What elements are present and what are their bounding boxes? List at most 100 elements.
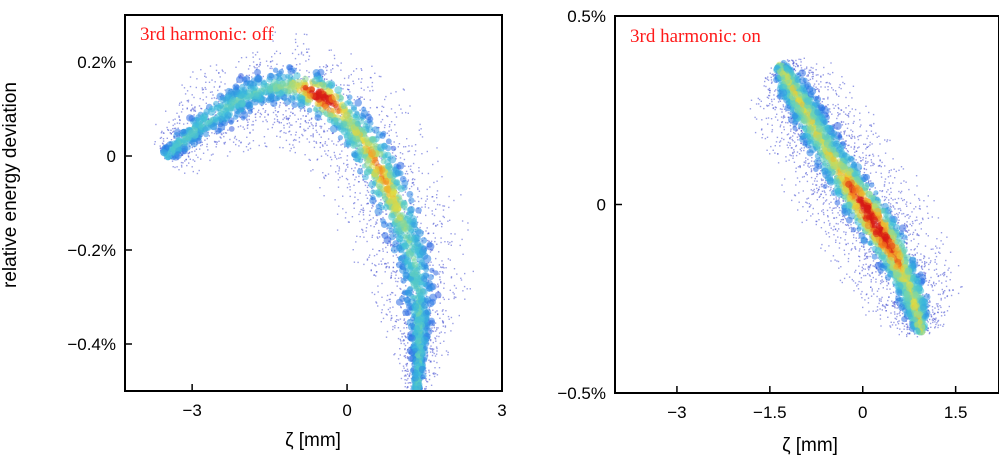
scatter-dot [436,190,439,192]
scatter-dot [387,262,389,264]
scatter-dot [905,181,907,183]
scatter-dot [371,207,373,209]
scatter-dot [928,332,931,335]
scatter-dot [773,94,775,96]
scatter-dot [810,71,812,73]
density-blob [222,107,230,115]
scatter-dot [425,377,427,380]
scatter-dot [389,242,392,244]
scatter-dot [181,166,183,168]
scatter-dot [884,139,886,141]
scatter-dot [265,103,267,105]
scatter-dot [246,127,249,129]
scatter-dot [857,161,859,164]
scatter-dot [282,65,284,67]
scatter-dot [215,146,217,148]
scatter-dot [302,43,305,45]
scatter-dot [827,220,830,222]
scatter-dot [400,377,403,380]
scatter-dot [312,169,314,171]
scatter-dot [824,86,826,88]
scatter-dot [215,114,217,116]
scatter-dot [396,135,398,137]
scatter-dot [312,105,314,107]
scatter-dot [404,355,406,357]
scatter-dot [322,66,325,68]
scatter-dot [939,324,942,326]
scatter-dot [789,124,792,127]
scatter-dot [425,230,427,232]
scatter-dot [397,327,400,329]
scatter-dot [410,185,413,188]
scatter-dot [867,161,869,163]
scatter-dot [923,271,925,274]
scatter-dot [822,211,825,214]
scatter-dot [838,247,841,249]
scatter-dot [374,264,376,266]
density-blob [412,261,419,268]
scatter-dot [362,209,364,211]
density-blob [407,205,415,214]
scatter-dot [166,143,168,145]
scatter-dot [437,327,439,329]
scatter-dot [432,196,434,198]
density-blob [218,103,224,109]
scatter-dot [900,190,903,193]
scatter-dot [277,111,280,113]
scatter-dot [320,127,322,129]
scatter-dot [295,64,298,66]
scatter-dot [282,147,284,149]
scatter-dot [923,200,925,202]
scatter-dot [443,298,445,301]
scatter-dot [347,166,349,168]
scatter-dot [249,132,251,134]
scatter-dot [252,52,254,54]
scatter-dot [392,325,394,328]
scatter-dot [899,207,901,210]
density-blob [392,240,400,248]
scatter-dot [936,247,938,249]
scatter-dot [277,111,279,113]
scatter-dot [773,98,775,100]
scatter-dot [385,263,387,265]
scatter-dot [827,96,829,99]
scatter-dot [440,266,442,268]
scatter-dot [435,353,438,355]
scatter-dot [842,222,844,224]
scatter-dot [859,119,861,121]
density-blob [368,149,376,158]
scatter-dot [848,144,850,146]
scatter-dot [337,65,339,67]
scatter-dot [884,181,886,183]
scatter-dot [262,120,264,123]
scatter-dot [202,92,204,94]
scatter-dot [410,165,412,167]
density-blob [252,85,258,91]
scatter-dot [368,256,370,258]
scatter-dot [252,124,255,126]
scatter-dot [900,166,903,168]
scatter-dot [390,276,392,278]
density-blob [333,100,340,107]
scatter-dot [438,335,440,338]
scatter-dot [870,159,872,161]
scatter-dot [880,172,882,175]
scatter-dot [888,171,890,174]
density-blob [363,168,372,176]
scatter-dot [869,248,871,250]
scatter-dot [363,236,365,238]
scatter-dot [845,96,847,99]
scatter-dot [859,157,862,159]
scatter-dot [288,143,291,146]
scatter-dot [200,69,202,71]
scatter-dot [781,121,784,123]
density-blob [166,141,173,148]
scatter-dot [366,203,368,205]
scatter-dot [882,304,884,306]
scatter-dot [246,74,248,77]
scatter-dot [881,296,883,299]
scatter-dot [799,166,801,169]
scatter-dot [386,299,388,302]
scatter-dot [852,222,855,224]
scatter-dot [353,82,355,85]
